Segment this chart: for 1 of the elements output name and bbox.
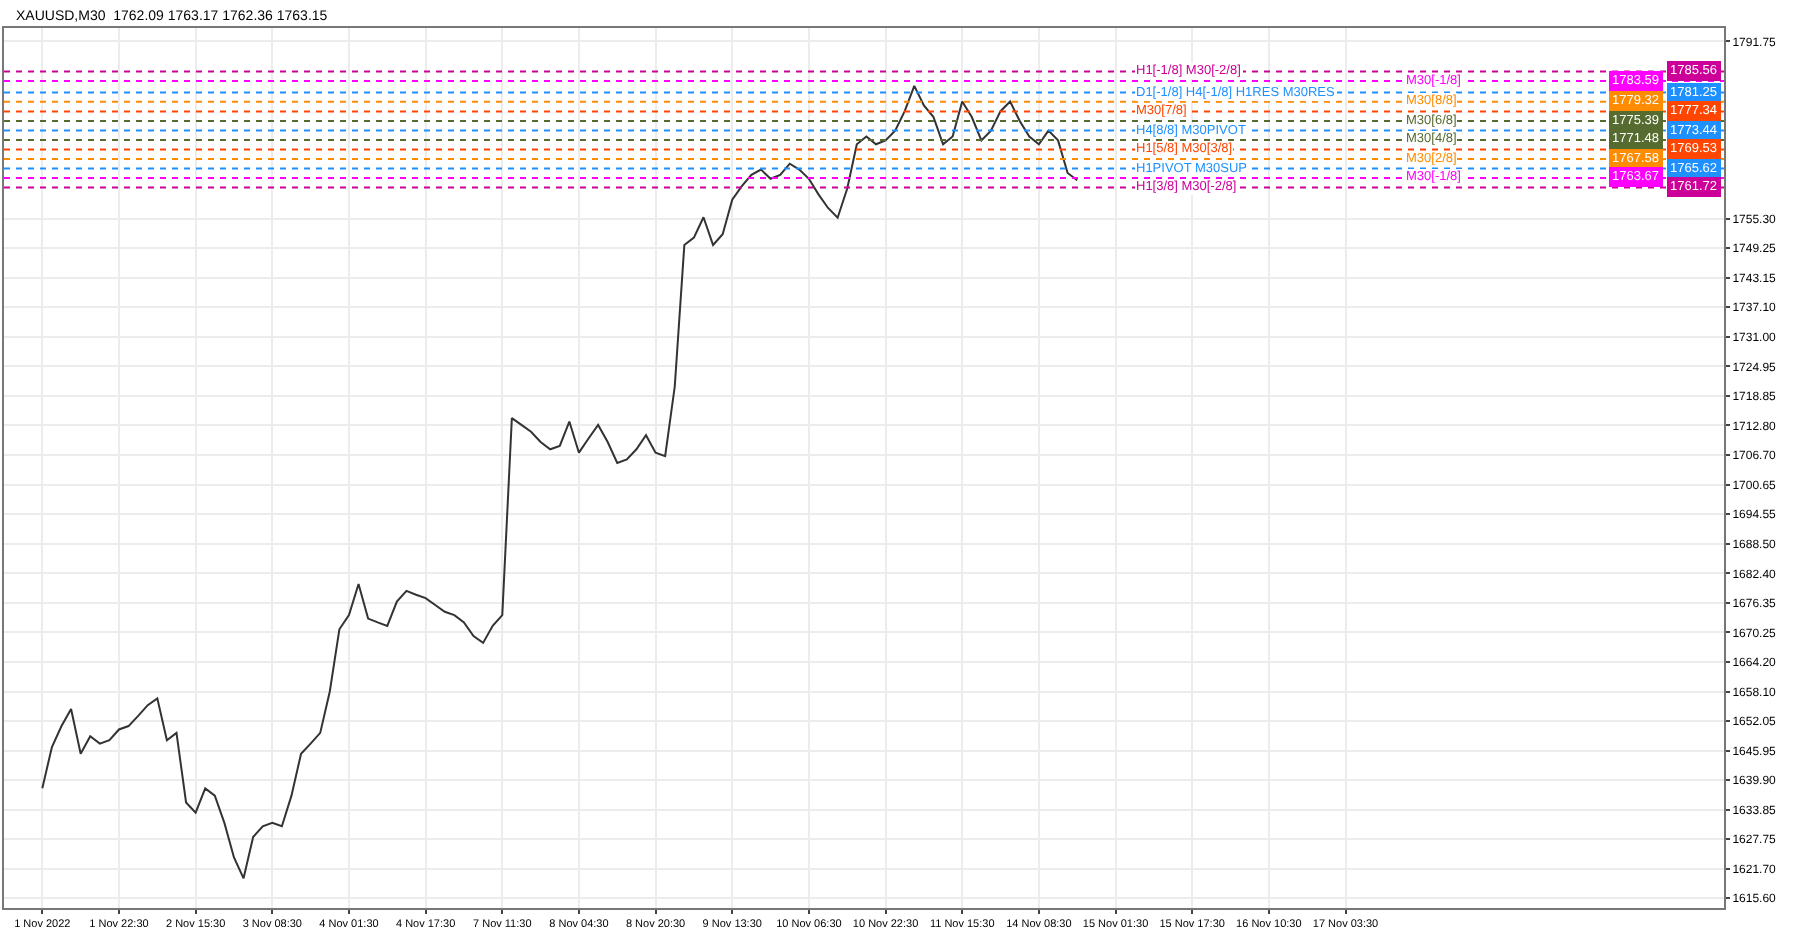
- line-series: [41, 84, 1079, 880]
